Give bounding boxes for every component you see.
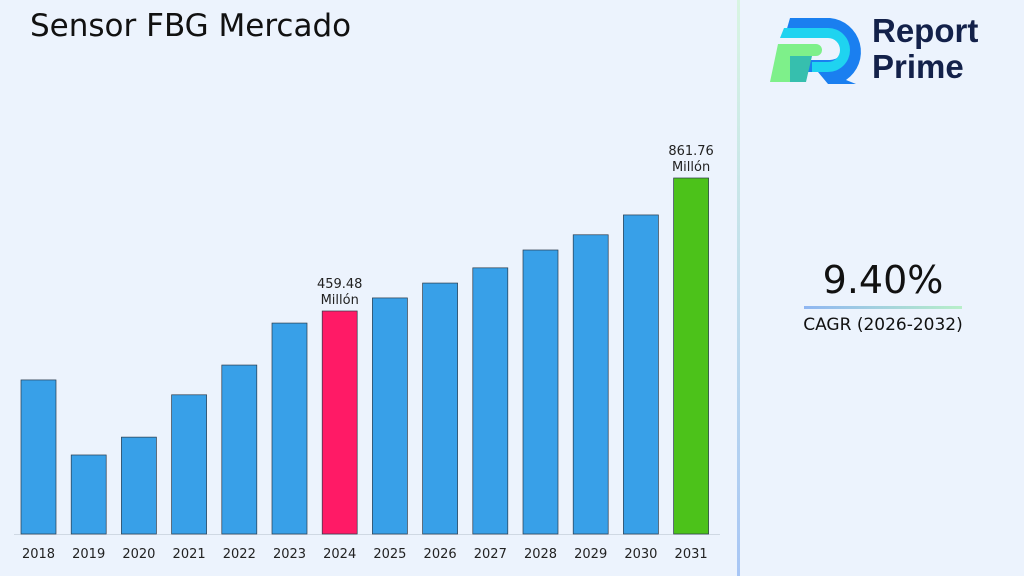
bar-2021 — [171, 394, 207, 535]
report-prime-logo-icon — [770, 18, 861, 84]
x-tick-label-2028: 2028 — [524, 547, 557, 562]
cagr-panel: 9.40% CAGR (2026-2032) — [800, 258, 966, 335]
bar-2025 — [372, 297, 408, 535]
bar-2031 — [673, 177, 709, 535]
data-label-value-2031: 861.76 — [668, 144, 714, 159]
bar-2018 — [20, 379, 57, 535]
chart-title: Sensor FBG Mercado — [30, 8, 352, 44]
x-tick-label-2022: 2022 — [223, 547, 256, 562]
logo-text: Report Prime — [872, 13, 978, 85]
divider — [737, 0, 740, 576]
bar-2026 — [422, 282, 458, 535]
bar-2029 — [572, 234, 609, 535]
x-tick-label-2027: 2027 — [474, 547, 507, 562]
logo-line-2: Prime — [872, 48, 964, 85]
logo-line-1: Report — [872, 12, 979, 49]
data-label-unit-2024: Millón — [321, 293, 359, 308]
x-tick-label-2030: 2030 — [624, 547, 657, 562]
bar-chart: 2018 2019 2020 2021 2022 2023 2024459.48Millón… — [14, 144, 720, 562]
x-tick-label-2020: 2020 — [122, 547, 155, 562]
bar-2022 — [221, 364, 258, 535]
x-tick-label-2024: 2024 — [323, 547, 356, 562]
bar-2019 — [70, 454, 107, 535]
bar-2028 — [522, 249, 559, 535]
x-tick-label-2029: 2029 — [574, 547, 607, 562]
bar-2020 — [121, 436, 157, 535]
bar-2030 — [623, 214, 659, 535]
x-tick-label-2026: 2026 — [424, 547, 457, 562]
bar-2027 — [472, 267, 509, 535]
cagr-value: 9.40% — [822, 258, 944, 302]
x-tick-label-2025: 2025 — [373, 547, 406, 562]
x-tick-label-2021: 2021 — [173, 547, 206, 562]
bar-2024 — [321, 310, 358, 535]
cagr-underline — [804, 306, 962, 309]
cagr-label: CAGR (2026-2032) — [803, 315, 963, 335]
x-tick-label-2018: 2018 — [22, 547, 55, 562]
x-tick-label-2031: 2031 — [675, 547, 708, 562]
data-label-unit-2031: Millón — [672, 160, 710, 175]
bar-2023 — [271, 322, 308, 535]
data-label-value-2024: 459.48 — [317, 277, 363, 292]
x-tick-label-2023: 2023 — [273, 547, 306, 562]
x-tick-label-2019: 2019 — [72, 547, 105, 562]
